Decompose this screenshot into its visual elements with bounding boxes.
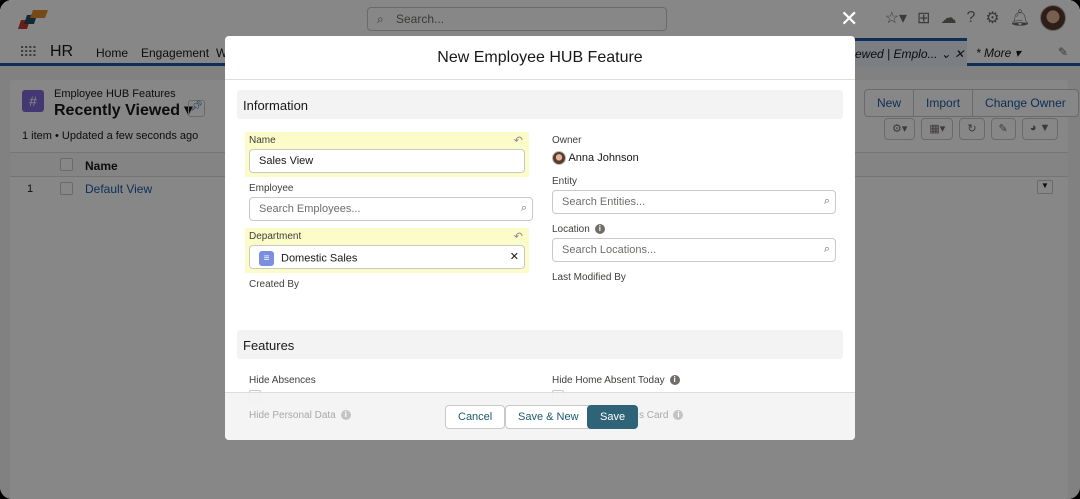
table-icon[interactable]: ▦▾ xyxy=(921,118,954,140)
app-name: HR xyxy=(50,43,74,60)
row-actions[interactable]: ▼ xyxy=(1037,180,1053,194)
new-record-modal: New Employee HUB Feature Information Nam… xyxy=(225,36,855,440)
change-owner-button[interactable]: Change Owner xyxy=(985,96,1066,110)
user-avatar[interactable] xyxy=(1040,5,1066,31)
owner-avatar xyxy=(552,151,566,165)
location-field: Location i Search Locations... ⌕ xyxy=(552,224,836,262)
row-checkbox[interactable] xyxy=(60,182,73,195)
global-search-input[interactable]: ⌕ Search... xyxy=(367,7,667,31)
list-meta: 1 item • Updated a few seconds ago xyxy=(22,130,199,142)
edit-nav-icon[interactable]: ✎ xyxy=(1058,45,1069,59)
import-button[interactable]: Import xyxy=(914,90,974,116)
name-field: Name ↶ Sales View xyxy=(245,132,529,177)
info-icon[interactable]: i xyxy=(594,224,605,235)
search-icon: ⌕ xyxy=(520,202,527,214)
entity-lookup[interactable]: Search Entities... ⌕ xyxy=(552,190,836,214)
last-modified-label: Last Modified By xyxy=(552,272,626,283)
search-icon: ⌕ xyxy=(823,243,830,255)
owner-field: Owner Anna Johnson xyxy=(552,135,639,165)
modal-title: New Employee HUB Feature xyxy=(437,49,643,66)
department-field: Department ↶ ≡ Domestic Sales ✕ xyxy=(245,228,529,273)
row-link[interactable]: Default View xyxy=(85,182,153,196)
department-icon: ≡ xyxy=(259,251,274,266)
save-button[interactable]: Save xyxy=(587,405,639,429)
company-logo xyxy=(18,10,48,29)
trailhead-icon[interactable]: ☁ xyxy=(940,10,957,27)
hide-personal-data-label: Hide Personal Data xyxy=(249,410,336,421)
section-information[interactable]: Information xyxy=(237,90,843,119)
save-and-new-button[interactable]: Save & New xyxy=(505,405,592,429)
favorites-icon[interactable]: ☆▾ xyxy=(884,10,908,27)
entity-field: Entity Search Entities... ⌕ xyxy=(552,176,836,214)
bell-icon[interactable]: 🔔︎ xyxy=(1009,10,1030,27)
nav-home[interactable]: Home xyxy=(96,46,129,60)
info-icon[interactable]: i xyxy=(669,375,680,386)
cancel-button[interactable]: Cancel xyxy=(445,405,506,429)
object-name: Employee HUB Features xyxy=(54,88,176,100)
help-icon[interactable]: ? xyxy=(966,9,976,26)
app-launcher-icon[interactable]: ⠿⠿ xyxy=(19,44,37,60)
settings-icon[interactable]: ⚙▾ xyxy=(884,118,916,140)
department-lookup[interactable]: ≡ Domestic Sales ✕ xyxy=(249,245,525,269)
hide-absences-label: Hide Absences xyxy=(249,375,316,386)
pin-icon[interactable]: 📌︎ xyxy=(188,100,205,117)
add-icon[interactable]: ⊞ xyxy=(917,10,931,27)
gear-icon[interactable]: ⚙ xyxy=(985,10,1000,27)
edit-icon[interactable]: ✎ xyxy=(990,118,1016,140)
employee-lookup[interactable]: Search Employees... ⌕ xyxy=(249,197,533,221)
search-icon: ⌕ xyxy=(377,12,384,26)
employee-field: Employee Search Employees... ⌕ xyxy=(249,183,533,221)
info-icon[interactable]: i xyxy=(340,410,351,421)
select-all-checkbox[interactable] xyxy=(60,158,73,171)
created-by-label: Created By xyxy=(249,279,300,290)
card-feature-label: s Card xyxy=(639,410,669,421)
nav-engagement[interactable]: Engagement xyxy=(141,46,210,60)
hide-home-absent-label: Hide Home Absent Today xyxy=(552,375,665,386)
nav-tab-recently-viewed[interactable]: ...ewed | Emplo... ⌄ ✕ xyxy=(835,38,967,66)
location-lookup[interactable]: Search Locations... ⌕ xyxy=(552,238,836,262)
refresh-icon[interactable]: ↻ xyxy=(959,118,985,140)
close-icon[interactable]: ✕ xyxy=(840,6,859,31)
nav-more[interactable]: * More ▾ xyxy=(976,46,1021,60)
clear-icon[interactable]: ✕ xyxy=(509,251,519,263)
name-input[interactable]: Sales View xyxy=(249,149,525,173)
info-icon[interactable]: i xyxy=(673,410,684,421)
object-icon: # xyxy=(22,90,44,112)
owner-link[interactable]: Anna Johnson xyxy=(568,151,639,164)
chart-icon[interactable]: ◕ ▼ xyxy=(1021,118,1059,140)
search-icon: ⌕ xyxy=(823,195,830,207)
undo-icon[interactable]: ↶ xyxy=(513,231,523,243)
undo-icon[interactable]: ↶ xyxy=(513,135,523,147)
global-header: ⌕ Search... ☆▾ ⊞ ☁ ? ⚙ 🔔︎ xyxy=(0,0,1080,38)
modal-footer: Cancel Save & New Save xyxy=(225,392,855,440)
nav-item[interactable]: W xyxy=(216,46,228,60)
section-features[interactable]: Features xyxy=(237,330,843,359)
new-button[interactable]: New xyxy=(865,90,915,116)
column-name[interactable]: Name xyxy=(85,159,118,173)
